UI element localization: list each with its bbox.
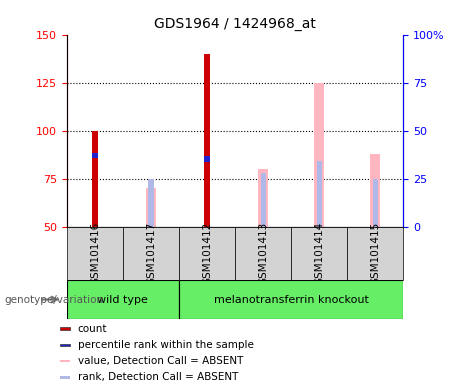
Bar — [370, 154, 380, 227]
Bar — [123, 227, 179, 280]
Text: GSM101413: GSM101413 — [258, 222, 268, 285]
Text: GSM101417: GSM101417 — [146, 222, 156, 285]
Bar — [317, 161, 322, 227]
Bar — [373, 179, 378, 227]
Bar — [347, 227, 403, 280]
Bar — [67, 227, 123, 280]
Bar — [146, 188, 156, 227]
Text: GSM101414: GSM101414 — [314, 222, 324, 285]
Bar — [67, 280, 179, 319]
Bar — [204, 157, 210, 162]
Bar — [148, 179, 154, 227]
Bar — [235, 227, 291, 280]
Bar — [92, 131, 98, 227]
Bar — [60, 344, 70, 346]
Bar — [314, 83, 324, 227]
Bar — [60, 360, 70, 362]
Text: value, Detection Call = ABSENT: value, Detection Call = ABSENT — [78, 356, 243, 366]
Text: rank, Detection Call = ABSENT: rank, Detection Call = ABSENT — [78, 372, 238, 382]
Text: GSM101415: GSM101415 — [370, 222, 380, 285]
Text: melanotransferrin knockout: melanotransferrin knockout — [214, 295, 369, 305]
Text: wild type: wild type — [97, 295, 148, 305]
Bar — [204, 54, 210, 227]
Text: GSM101416: GSM101416 — [90, 222, 100, 285]
Bar — [92, 153, 98, 159]
Bar — [260, 173, 266, 227]
Bar — [179, 280, 403, 319]
Text: genotype/variation: genotype/variation — [5, 295, 104, 305]
Title: GDS1964 / 1424968_at: GDS1964 / 1424968_at — [154, 17, 316, 31]
Bar — [258, 169, 268, 227]
Bar — [179, 227, 235, 280]
Bar — [291, 227, 347, 280]
Text: count: count — [78, 323, 107, 334]
Bar — [60, 376, 70, 379]
Text: GSM101412: GSM101412 — [202, 222, 212, 285]
Text: percentile rank within the sample: percentile rank within the sample — [78, 340, 254, 350]
Bar — [60, 327, 70, 330]
